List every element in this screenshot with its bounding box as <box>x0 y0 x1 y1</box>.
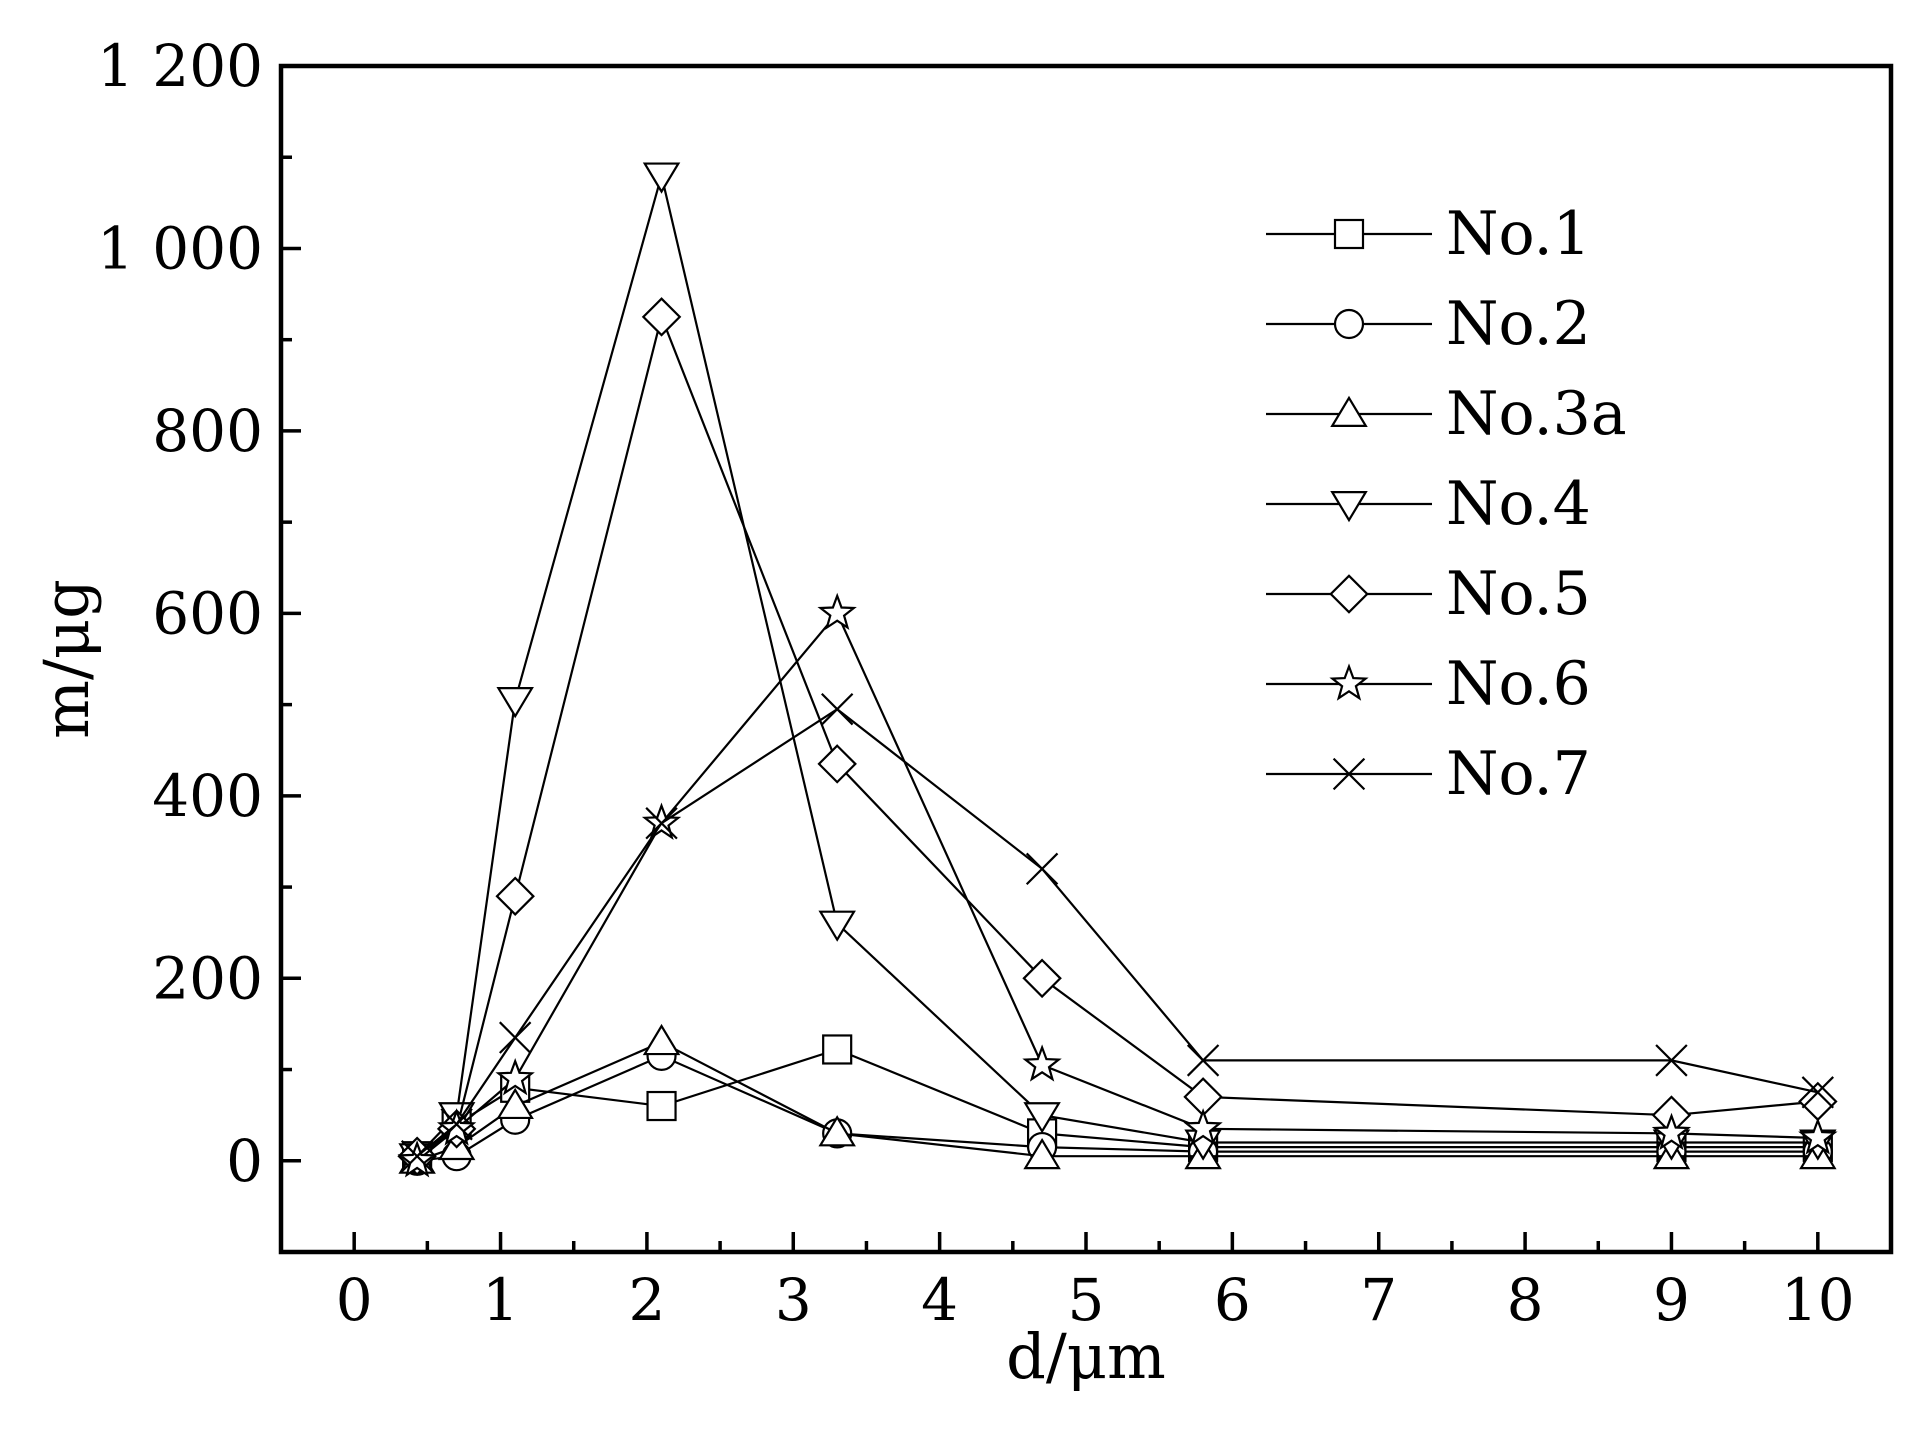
y-tick-label: 1 200 <box>97 32 263 100</box>
data-point-no-7 <box>400 1140 434 1173</box>
legend-item-no-5: No.5 <box>1266 559 1591 629</box>
marker-cross-stroke <box>1655 1044 1688 1077</box>
series-no-6 <box>397 592 1838 1178</box>
legend-label-no-2: No.2 <box>1446 289 1591 359</box>
legend-item-no-6: No.6 <box>1266 649 1591 719</box>
x-tick-label: 3 <box>775 1266 812 1334</box>
data-point-no-7 <box>1655 1044 1688 1077</box>
x-axis-title: d/μm <box>1006 1320 1166 1393</box>
legend-marker-no-5 <box>1329 574 1369 614</box>
x-tick-label: 0 <box>336 1266 373 1334</box>
series-no-4 <box>398 162 1837 1175</box>
y-tick-label: 800 <box>152 397 263 465</box>
legend-item-no-1: No.1 <box>1266 199 1591 269</box>
marker-cross-stroke <box>499 1021 532 1054</box>
data-point-no-3a <box>1023 1137 1061 1170</box>
y-tick-label: 1 000 <box>97 214 263 282</box>
marker-cross-stroke <box>645 807 678 840</box>
x-tick-label: 7 <box>1360 1266 1397 1334</box>
data-point-no-3a <box>496 1087 534 1120</box>
legend-label-no-5: No.5 <box>1446 559 1591 629</box>
series-layer <box>397 162 1838 1178</box>
marker-cross-stroke <box>440 1108 473 1141</box>
series-line-no-6 <box>416 611 1818 1162</box>
x-tick-label: 2 <box>628 1266 665 1334</box>
data-point-no-6 <box>1651 1112 1692 1151</box>
x-tick-label: 10 <box>1781 1266 1855 1334</box>
legend-item-no-2: No.2 <box>1266 289 1591 359</box>
x-tick-label: 5 <box>1068 1266 1105 1334</box>
data-point-no-1 <box>822 1034 853 1065</box>
data-point-no-5 <box>495 876 535 916</box>
data-point-no-7 <box>1025 852 1059 886</box>
data-point-no-6 <box>436 1108 477 1146</box>
data-point-no-7 <box>1186 1044 1220 1077</box>
data-point-no-3a <box>818 1115 856 1147</box>
x-tick-label: 8 <box>1507 1266 1544 1334</box>
legend: No.1 No.2 No.3a No.4 No.5 No.6 No.7 <box>1266 199 1627 809</box>
data-point-no-7 <box>499 1021 532 1054</box>
x-tick-label: 9 <box>1653 1266 1690 1334</box>
data-point-no-1 <box>646 1090 677 1122</box>
legend-item-no-3a: No.3a <box>1266 379 1627 449</box>
marker-cross-stroke <box>821 692 854 726</box>
y-tick-label: 0 <box>226 1127 263 1195</box>
data-point-no-4 <box>818 910 856 942</box>
y-axis: 0 200 400 600 800 1 000 1 200 <box>97 32 301 1254</box>
legend-marker-no-6 <box>1329 663 1369 701</box>
data-point-no-6 <box>1022 1044 1062 1082</box>
x-tick-label: 1 <box>482 1266 519 1334</box>
legend-label-no-7: No.7 <box>1446 739 1591 809</box>
marker-cross-stroke <box>1801 1076 1834 1109</box>
legend-marker-no-1 <box>1333 218 1365 250</box>
data-point-no-7 <box>440 1108 473 1141</box>
legend-marker-no-3a <box>1330 395 1368 427</box>
marker-cross-stroke <box>400 1140 434 1173</box>
data-point-no-7 <box>645 807 678 840</box>
y-tick-label: 600 <box>152 579 263 647</box>
y-axis-title: m/μg <box>30 579 103 739</box>
marker-cross-stroke <box>1186 1044 1220 1077</box>
series-line-no-4 <box>416 175 1818 1157</box>
data-point-no-7 <box>1801 1076 1834 1109</box>
legend-item-no-7: No.7 <box>1266 739 1591 809</box>
data-point-no-5 <box>641 297 682 337</box>
data-point-no-4 <box>642 162 681 194</box>
y-tick-label: 200 <box>152 944 263 1012</box>
series-no-7 <box>400 692 1834 1173</box>
legend-label-no-6: No.6 <box>1446 649 1591 719</box>
data-point-no-6 <box>1183 1108 1223 1146</box>
data-point-no-6 <box>817 592 857 631</box>
data-point-no-3a <box>642 1023 681 1056</box>
marker-cross-stroke <box>1332 757 1366 791</box>
y-tick-label: 400 <box>152 762 263 830</box>
legend-item-no-4: No.4 <box>1266 469 1591 539</box>
legend-label-no-1: No.1 <box>1446 199 1591 269</box>
legend-marker-no-2 <box>1333 308 1365 340</box>
data-point-no-5 <box>1022 958 1062 999</box>
data-point-no-6 <box>495 1058 535 1096</box>
legend-label-no-3a: No.3a <box>1446 379 1627 449</box>
data-point-no-4 <box>496 687 534 719</box>
x-axis: 0 1 2 3 4 5 6 7 8 9 10 <box>336 1232 1855 1334</box>
marker-cross-stroke <box>1025 852 1059 886</box>
data-point-no-6 <box>1798 1117 1838 1155</box>
data-point-no-5 <box>817 744 857 784</box>
series-line-no-7 <box>416 707 1819 1158</box>
data-point-no-7 <box>821 692 854 726</box>
legend-label-no-4: No.4 <box>1446 469 1591 539</box>
x-tick-label: 6 <box>1214 1266 1251 1334</box>
series-line-no-1 <box>416 1048 1818 1158</box>
data-point-no-6 <box>397 1140 437 1178</box>
data-point-no-4 <box>1023 1102 1061 1134</box>
x-tick-label: 4 <box>921 1266 958 1334</box>
data-point-no-6 <box>641 802 682 840</box>
legend-marker-no-7 <box>1332 757 1366 791</box>
legend-marker-no-4 <box>1330 491 1368 523</box>
series-line-no-2 <box>416 1054 1818 1162</box>
